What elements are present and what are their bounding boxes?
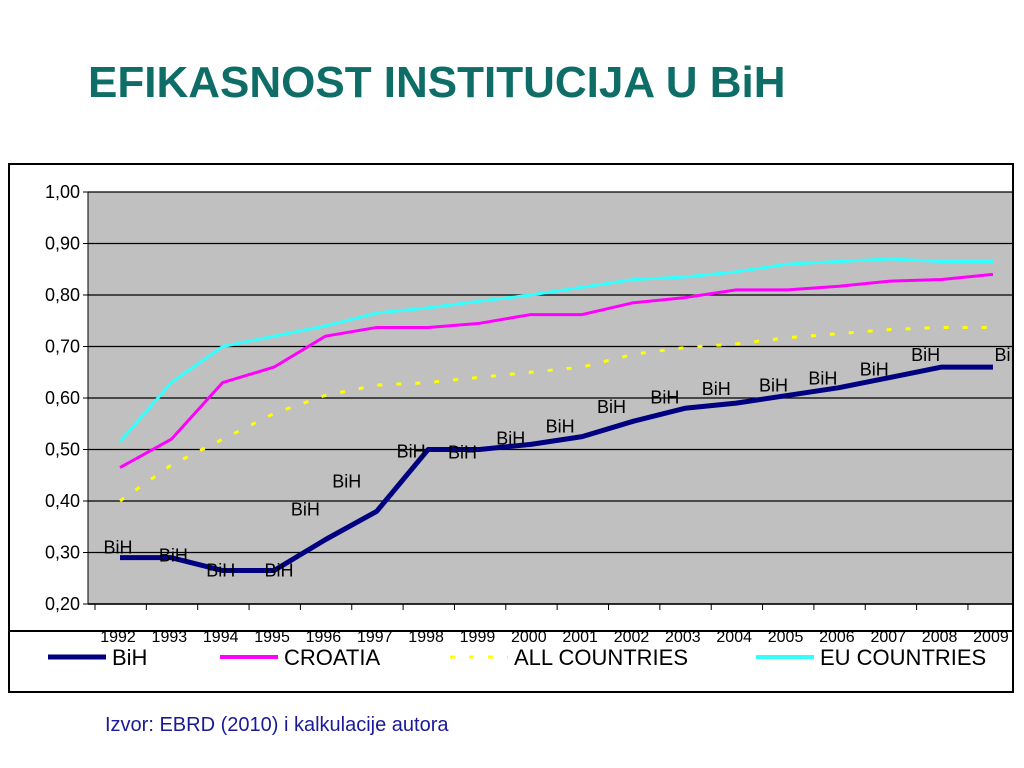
- bih-data-label: BiH: [546, 417, 575, 437]
- bih-data-label: BiH: [994, 345, 1012, 365]
- bih-data-label: BiH: [206, 561, 235, 581]
- y-tick-label: 1,00: [45, 182, 80, 202]
- series-line-eu-countries: [118, 257, 993, 443]
- y-tick-label: 0,30: [45, 543, 80, 563]
- x-tick-label: 1997: [357, 629, 393, 646]
- y-tick-label: 0,80: [45, 285, 80, 305]
- bih-data-label: BiH: [291, 500, 320, 520]
- x-tick-label: 2003: [665, 629, 701, 646]
- legend-label: ALL COUNTRIES: [514, 645, 688, 670]
- bih-data-label: BiH: [759, 375, 788, 395]
- source-note: Izvor: EBRD (2010) i kalkulacije autora: [105, 714, 449, 736]
- slide-title: EFIKASNOST INSTITUCIJA U BiH: [88, 58, 786, 107]
- bih-data-label: BiH: [448, 443, 477, 463]
- legend-label: BiH: [112, 645, 147, 670]
- bih-data-label: BiH: [103, 538, 132, 558]
- bih-data-label: BiH: [496, 428, 525, 448]
- x-tick-label: 1994: [203, 629, 239, 646]
- x-tick-label: 1992: [100, 629, 136, 646]
- x-tick-label: 2001: [562, 629, 598, 646]
- bih-data-label: BiH: [911, 345, 940, 365]
- x-tick-label: 2002: [614, 629, 650, 646]
- bih-data-label: BiH: [159, 546, 188, 566]
- bih-data-label: BiH: [265, 561, 294, 581]
- chart-frame: 0,20 0,30 0,40 0,50 0,60 0,70 0,80 0,90 1,00 1992…: [8, 163, 1014, 693]
- x-tick-label: 2009: [973, 629, 1009, 646]
- series-line-croatia: [119, 272, 994, 469]
- x-tick-label: 1999: [460, 629, 496, 646]
- bih-data-label: BiH: [332, 471, 361, 491]
- series-line-bih: [120, 364, 993, 574]
- bih-data-label: BiH: [808, 369, 837, 389]
- legend-label: CROATIA: [284, 645, 380, 670]
- x-tick-label: 2007: [870, 629, 906, 646]
- line-chart: 0,20 0,30 0,40 0,50 0,60 0,70 0,80 0,90 1,00 1992…: [10, 182, 1012, 670]
- x-tick-label: 2006: [819, 629, 855, 646]
- bih-data-label: BiH: [597, 397, 626, 417]
- x-tick-label: 1993: [152, 629, 188, 646]
- y-tick-label: 0,20: [45, 594, 80, 614]
- bih-data-label: BiH: [650, 387, 679, 407]
- bih-data-label: BiH: [397, 442, 426, 462]
- y-tick-label: 0,70: [45, 337, 80, 357]
- y-tick-label: 0,90: [45, 234, 80, 254]
- y-tick-label: 0,60: [45, 388, 80, 408]
- x-tick-label: 2004: [716, 629, 752, 646]
- bih-data-label: BiH: [702, 379, 731, 399]
- x-tick-label: 1996: [306, 629, 342, 646]
- y-tick-label: 0,50: [45, 440, 80, 460]
- x-tick-label: 1995: [254, 629, 290, 646]
- bih-data-label: BiH: [860, 359, 889, 379]
- x-tick-label: 2005: [768, 629, 804, 646]
- x-tick-label: 2008: [922, 629, 958, 646]
- legend-label: EU COUNTRIES: [820, 645, 986, 670]
- y-tick-label: 0,40: [45, 491, 80, 511]
- x-tick-label: 1998: [408, 629, 444, 646]
- x-tick-label: 2000: [511, 629, 547, 646]
